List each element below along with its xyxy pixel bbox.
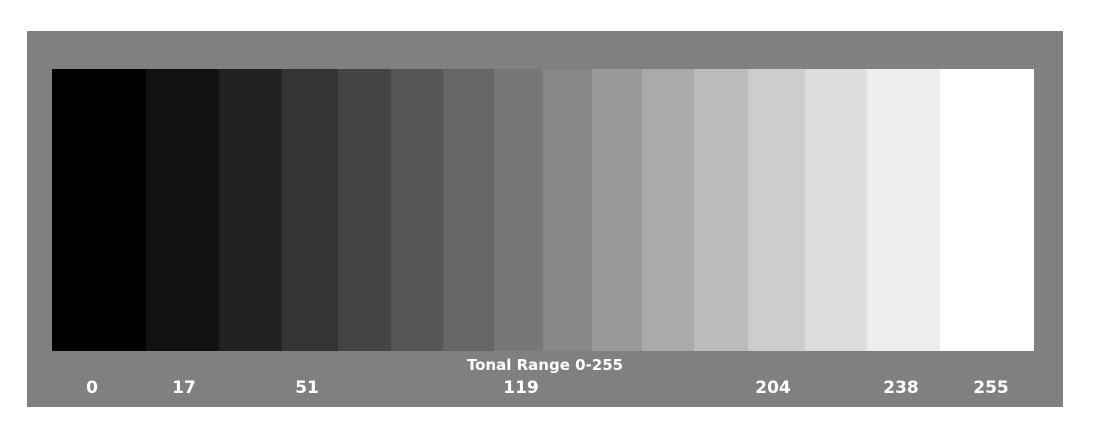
tone-step-153 [592, 69, 642, 351]
tone-step-85 [391, 69, 443, 351]
tone-step-51 [282, 69, 338, 351]
tone-step-0 [52, 69, 146, 351]
tone-step-255 [940, 69, 1034, 351]
tone-step-170 [642, 69, 694, 351]
tone-step-17 [146, 69, 219, 351]
value-label-204: 204 [755, 378, 791, 398]
value-label-0: 0 [86, 378, 98, 398]
value-label-119: 119 [503, 378, 539, 398]
value-label-255: 255 [973, 378, 1009, 398]
tonal-strip [52, 69, 1034, 351]
tone-step-221 [805, 69, 867, 351]
tonal-range-caption: Tonal Range 0-255 [466, 356, 624, 374]
tone-step-34 [219, 69, 282, 351]
value-label-17: 17 [172, 378, 196, 398]
tone-step-238 [867, 69, 940, 351]
tone-step-204 [748, 69, 805, 351]
tone-step-68 [338, 69, 391, 351]
value-label-238: 238 [883, 378, 919, 398]
value-label-51: 51 [295, 378, 319, 398]
tone-step-119 [494, 69, 543, 351]
tone-step-136 [543, 69, 592, 351]
tone-step-187 [694, 69, 748, 351]
tone-step-102 [443, 69, 494, 351]
